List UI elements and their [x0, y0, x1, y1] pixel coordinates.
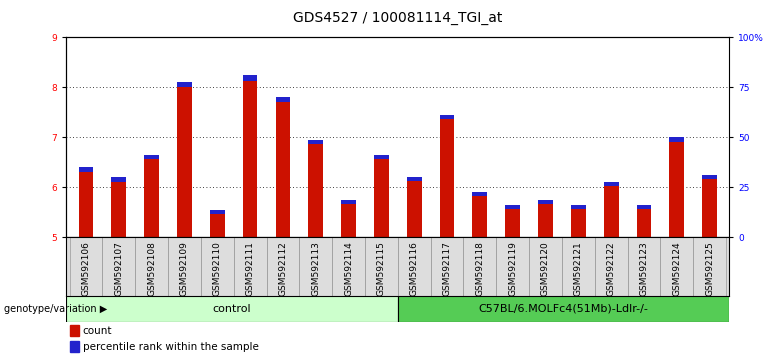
- Bar: [69, 237, 102, 296]
- Bar: [538, 200, 553, 237]
- Bar: [201, 237, 234, 296]
- Bar: [177, 82, 192, 87]
- Bar: [505, 205, 520, 209]
- Bar: [308, 140, 323, 237]
- Text: GSM592111: GSM592111: [246, 241, 254, 296]
- Bar: [365, 237, 398, 296]
- Bar: [102, 237, 135, 296]
- Bar: [398, 296, 729, 322]
- Bar: [135, 237, 168, 296]
- Bar: [669, 137, 684, 237]
- Text: GSM592112: GSM592112: [278, 241, 287, 296]
- Bar: [267, 237, 300, 296]
- Bar: [594, 237, 628, 296]
- Bar: [144, 155, 159, 237]
- Bar: [70, 325, 79, 336]
- Bar: [341, 200, 356, 204]
- Text: GSM592115: GSM592115: [377, 241, 386, 296]
- Bar: [70, 341, 79, 353]
- Bar: [440, 115, 455, 237]
- Text: GDS4527 / 100081114_TGI_at: GDS4527 / 100081114_TGI_at: [293, 11, 502, 25]
- Bar: [571, 205, 586, 237]
- Bar: [440, 115, 455, 119]
- Bar: [505, 205, 520, 237]
- Bar: [693, 237, 726, 296]
- Bar: [112, 177, 126, 237]
- Bar: [300, 237, 332, 296]
- Bar: [571, 205, 586, 209]
- Bar: [604, 182, 619, 237]
- Bar: [636, 205, 651, 237]
- Bar: [407, 177, 422, 181]
- Bar: [144, 155, 159, 159]
- Bar: [243, 75, 257, 81]
- Bar: [529, 237, 562, 296]
- Bar: [374, 155, 388, 159]
- Text: GSM592109: GSM592109: [180, 241, 189, 296]
- Bar: [210, 210, 225, 214]
- Text: GSM592122: GSM592122: [607, 241, 615, 296]
- Bar: [341, 200, 356, 237]
- Text: GSM592125: GSM592125: [705, 241, 714, 296]
- Text: GSM592106: GSM592106: [81, 241, 90, 296]
- Text: GSM592110: GSM592110: [213, 241, 222, 296]
- Text: GSM592118: GSM592118: [475, 241, 484, 296]
- Bar: [243, 75, 257, 237]
- Bar: [275, 97, 290, 102]
- Text: percentile rank within the sample: percentile rank within the sample: [83, 342, 258, 352]
- Bar: [407, 177, 422, 237]
- Bar: [66, 296, 398, 322]
- Bar: [562, 237, 594, 296]
- Bar: [473, 192, 488, 196]
- Bar: [661, 237, 693, 296]
- Text: GSM592119: GSM592119: [509, 241, 517, 296]
- Bar: [308, 140, 323, 144]
- Text: GSM592113: GSM592113: [311, 241, 321, 296]
- Text: count: count: [83, 326, 112, 336]
- Bar: [628, 237, 661, 296]
- Bar: [177, 82, 192, 237]
- Text: genotype/variation ▶: genotype/variation ▶: [4, 304, 107, 314]
- Bar: [636, 205, 651, 209]
- Text: control: control: [213, 304, 251, 314]
- Bar: [473, 192, 488, 237]
- Bar: [374, 155, 388, 237]
- Bar: [398, 237, 431, 296]
- Bar: [702, 175, 717, 179]
- Bar: [463, 237, 496, 296]
- Text: GSM592114: GSM592114: [344, 241, 353, 296]
- Text: GSM592108: GSM592108: [147, 241, 156, 296]
- Bar: [112, 177, 126, 182]
- Bar: [669, 137, 684, 142]
- Bar: [702, 175, 717, 237]
- Bar: [496, 237, 529, 296]
- Text: C57BL/6.MOLFc4(51Mb)-Ldlr-/-: C57BL/6.MOLFc4(51Mb)-Ldlr-/-: [479, 304, 648, 314]
- Text: GSM592124: GSM592124: [672, 241, 681, 296]
- Text: GSM592121: GSM592121: [574, 241, 583, 296]
- Text: GSM592117: GSM592117: [442, 241, 452, 296]
- Bar: [275, 97, 290, 237]
- Bar: [538, 200, 553, 204]
- Bar: [604, 182, 619, 186]
- Bar: [79, 167, 94, 237]
- Bar: [431, 237, 463, 296]
- Text: GSM592107: GSM592107: [115, 241, 123, 296]
- Bar: [332, 237, 365, 296]
- Text: GSM592120: GSM592120: [541, 241, 550, 296]
- Bar: [234, 237, 267, 296]
- Bar: [210, 210, 225, 237]
- Text: GSM592116: GSM592116: [410, 241, 419, 296]
- Bar: [168, 237, 201, 296]
- Text: GSM592123: GSM592123: [640, 241, 648, 296]
- Bar: [79, 167, 94, 172]
